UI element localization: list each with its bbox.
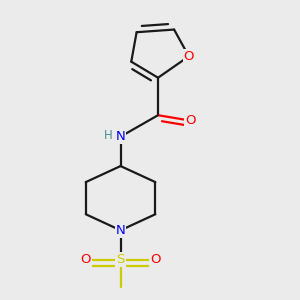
Text: N: N	[116, 224, 125, 237]
Text: N: N	[116, 130, 125, 143]
Text: H: H	[104, 129, 113, 142]
Text: S: S	[116, 253, 125, 266]
Text: O: O	[185, 114, 195, 127]
Text: O: O	[150, 253, 160, 266]
Text: O: O	[184, 50, 194, 63]
Text: O: O	[80, 253, 91, 266]
